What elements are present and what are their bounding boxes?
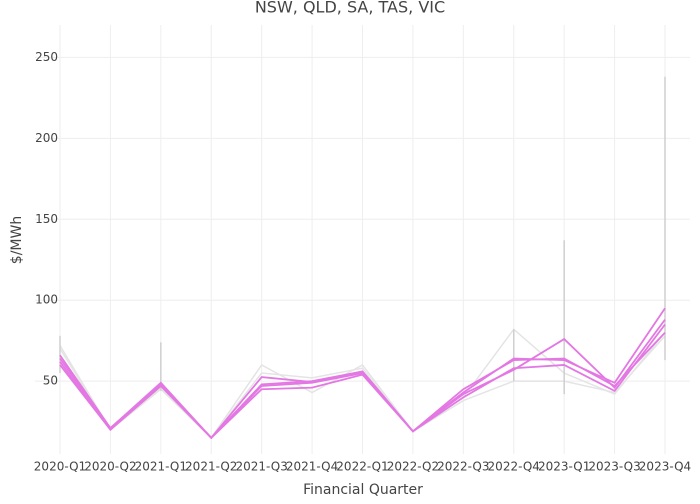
x-tick-label: 2021-Q2 <box>185 460 237 474</box>
y-tick-label: 50 <box>43 374 58 388</box>
y-tick-label: 250 <box>35 50 58 64</box>
y-axis-title: $/MWh <box>9 216 25 264</box>
x-axis-title: Financial Quarter <box>303 482 423 498</box>
series-line <box>59 331 666 440</box>
series-line <box>59 323 666 440</box>
x-tick-label: 2022-Q2 <box>387 460 439 474</box>
chart-title: NSW, QLD, SA, TAS, VIC <box>255 0 445 17</box>
x-tick-label: 2020-Q2 <box>84 460 136 474</box>
x-tick-label: 2020-Q1 <box>34 460 86 474</box>
y-tick-label: 100 <box>35 293 58 307</box>
x-tick-label: 2022-Q3 <box>437 460 489 474</box>
x-tick-label: 2021-Q3 <box>235 460 287 474</box>
x-tick-label: 2023-Q1 <box>538 460 590 474</box>
x-tick-label: 2021-Q1 <box>135 460 187 474</box>
x-tick-label: 2021-Q4 <box>286 460 338 474</box>
y-tick-label: 150 <box>35 212 58 226</box>
y-tick-label: 200 <box>35 131 58 145</box>
x-tick-label: 2023-Q4 <box>639 460 691 474</box>
x-tick-label: 2023-Q3 <box>588 460 640 474</box>
x-tick-label: 2022-Q4 <box>488 460 540 474</box>
x-tick-label: 2022-Q1 <box>336 460 388 474</box>
